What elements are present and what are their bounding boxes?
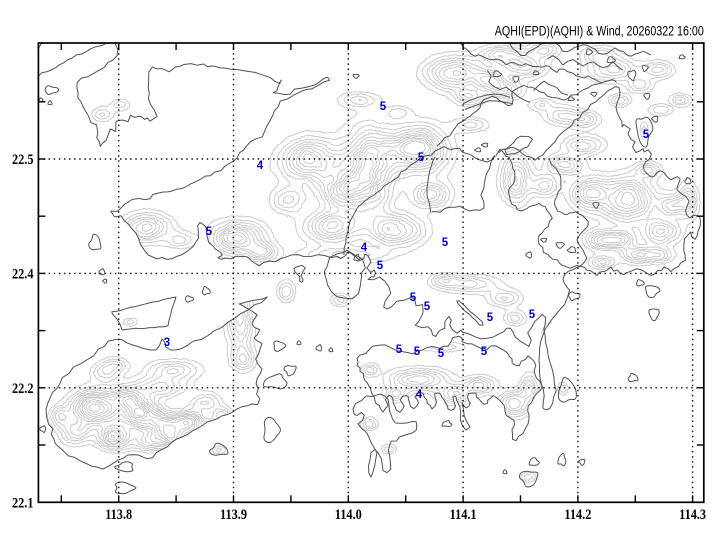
svg-text:AQHI(EPD)(AQHI) & Wind, 202603: AQHI(EPD)(AQHI) & Wind, 20260322 16:00 bbox=[495, 24, 704, 39]
svg-text:5: 5 bbox=[410, 292, 417, 304]
svg-text:5: 5 bbox=[206, 226, 213, 238]
svg-text:22.4: 22.4 bbox=[12, 266, 34, 282]
svg-text:3: 3 bbox=[164, 337, 170, 349]
svg-text:114.1: 114.1 bbox=[450, 507, 477, 523]
svg-text:4: 4 bbox=[257, 160, 264, 172]
svg-text:22.1: 22.1 bbox=[12, 495, 34, 511]
svg-text:113.9: 113.9 bbox=[220, 507, 247, 523]
svg-text:5: 5 bbox=[380, 101, 387, 113]
svg-text:5: 5 bbox=[529, 309, 536, 321]
svg-text:5: 5 bbox=[414, 346, 421, 358]
svg-text:4: 4 bbox=[361, 242, 368, 254]
svg-text:5: 5 bbox=[438, 348, 445, 360]
svg-text:22.2: 22.2 bbox=[12, 381, 34, 397]
svg-text:5: 5 bbox=[643, 129, 650, 141]
svg-text:5: 5 bbox=[377, 260, 384, 272]
svg-text:5: 5 bbox=[424, 301, 431, 313]
svg-text:22.5: 22.5 bbox=[12, 152, 34, 168]
svg-text:5: 5 bbox=[442, 237, 449, 249]
svg-text:4: 4 bbox=[416, 389, 423, 401]
svg-text:5: 5 bbox=[396, 344, 403, 356]
svg-text:114.0: 114.0 bbox=[335, 507, 362, 523]
svg-text:114.3: 114.3 bbox=[679, 507, 706, 523]
svg-text:5: 5 bbox=[418, 152, 425, 164]
svg-text:5: 5 bbox=[481, 346, 488, 358]
svg-text:113.8: 113.8 bbox=[105, 507, 132, 523]
svg-text:5: 5 bbox=[487, 312, 494, 324]
svg-text:114.2: 114.2 bbox=[564, 507, 591, 523]
